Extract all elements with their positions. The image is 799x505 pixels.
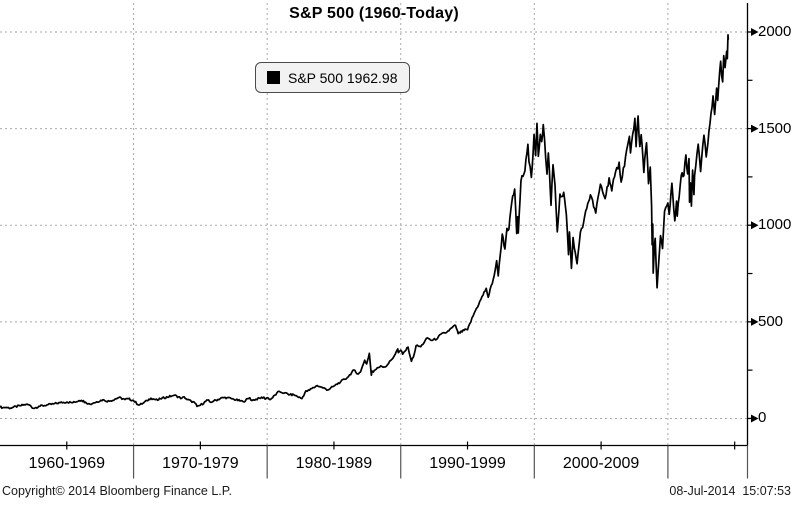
y-tick-arrow-icon: [751, 124, 759, 133]
y-tick-arrow-icon: [751, 317, 759, 326]
y-axis-tick-label: 500: [758, 312, 784, 330]
x-axis-decade-label: 2000-2009: [562, 455, 640, 472]
chart-title: S&P 500 (1960-Today): [289, 5, 459, 22]
x-axis-decade-label: 1960-1969: [28, 455, 106, 472]
chart-legend: S&P 500 1962.98: [255, 62, 410, 93]
y-axis-tick-label: 1000: [758, 216, 792, 234]
y-axis-tick-label: 1500: [758, 119, 792, 137]
legend-series-label: S&P 500 1962.98: [288, 69, 398, 86]
copyright-notice: Copyright© 2014 Bloomberg Finance L.P.: [2, 484, 232, 498]
x-axis-decade-label: 1980-1989: [295, 455, 373, 472]
y-axis-tick-label: 0: [758, 409, 767, 427]
x-axis-decade-label: 1970-1979: [162, 455, 239, 472]
y-tick-arrow-icon: [751, 27, 759, 36]
y-tick-arrow-icon: [751, 221, 759, 230]
timestamp: 08-Jul-2014 15:07:53: [669, 484, 791, 498]
legend-marker-square-icon: [267, 71, 280, 84]
y-tick-arrow-icon: [751, 414, 759, 423]
sp500-price-line: [0, 33, 730, 410]
y-axis-tick-label: 2000: [758, 22, 792, 40]
x-axis-decade-label: 1990-1999: [429, 455, 506, 472]
